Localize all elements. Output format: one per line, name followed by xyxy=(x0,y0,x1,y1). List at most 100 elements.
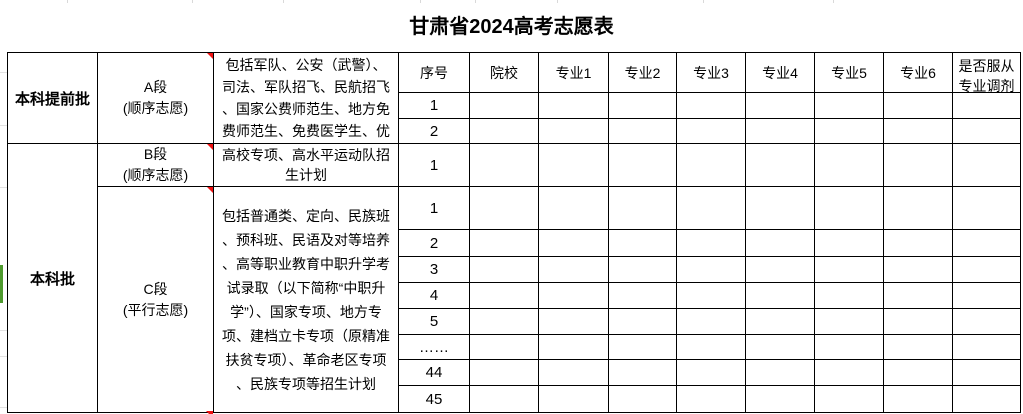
empty-cell[interactable] xyxy=(884,335,953,360)
empty-cell[interactable] xyxy=(539,119,609,144)
empty-cell[interactable] xyxy=(953,144,1021,187)
empty-cell[interactable] xyxy=(746,335,815,360)
seq-cell[interactable]: 5 xyxy=(399,309,470,335)
empty-cell[interactable] xyxy=(884,144,953,187)
empty-cell[interactable] xyxy=(953,93,1021,119)
seq-cell[interactable]: 3 xyxy=(399,257,470,283)
empty-cell[interactable] xyxy=(884,309,953,335)
empty-cell[interactable] xyxy=(815,335,884,360)
empty-cell[interactable] xyxy=(539,144,609,187)
empty-cell[interactable] xyxy=(470,335,539,360)
empty-cell[interactable] xyxy=(746,283,815,309)
empty-cell[interactable] xyxy=(609,257,677,283)
seq-cell[interactable]: 1 xyxy=(399,93,470,119)
batch-cell-undergrad[interactable]: 本科批 xyxy=(8,144,98,413)
empty-cell[interactable] xyxy=(470,257,539,283)
empty-cell[interactable] xyxy=(746,144,815,187)
empty-cell[interactable] xyxy=(609,335,677,360)
empty-cell[interactable] xyxy=(609,386,677,413)
seq-cell[interactable]: 45 xyxy=(399,386,470,413)
empty-cell[interactable] xyxy=(539,386,609,413)
empty-cell[interactable] xyxy=(677,93,746,119)
empty-cell[interactable] xyxy=(884,230,953,257)
empty-cell[interactable] xyxy=(953,360,1021,386)
empty-cell[interactable] xyxy=(539,309,609,335)
empty-cell[interactable] xyxy=(953,119,1021,144)
empty-cell[interactable] xyxy=(539,335,609,360)
empty-cell[interactable] xyxy=(953,257,1021,283)
seq-cell[interactable]: 44 xyxy=(399,360,470,386)
empty-cell[interactable] xyxy=(609,119,677,144)
empty-cell[interactable] xyxy=(884,360,953,386)
empty-cell[interactable] xyxy=(677,187,746,230)
empty-cell[interactable] xyxy=(746,93,815,119)
empty-cell[interactable] xyxy=(953,230,1021,257)
empty-cell[interactable] xyxy=(677,309,746,335)
empty-cell[interactable] xyxy=(609,144,677,187)
empty-cell[interactable] xyxy=(677,283,746,309)
empty-cell[interactable] xyxy=(677,360,746,386)
empty-cell[interactable] xyxy=(815,257,884,283)
empty-cell[interactable] xyxy=(884,187,953,230)
empty-cell[interactable] xyxy=(815,144,884,187)
empty-cell[interactable] xyxy=(470,187,539,230)
empty-cell[interactable] xyxy=(677,386,746,413)
empty-cell[interactable] xyxy=(815,283,884,309)
empty-cell[interactable] xyxy=(470,144,539,187)
empty-cell[interactable] xyxy=(884,119,953,144)
empty-cell[interactable] xyxy=(677,335,746,360)
empty-cell[interactable] xyxy=(884,93,953,119)
empty-cell[interactable] xyxy=(815,309,884,335)
empty-cell[interactable] xyxy=(677,119,746,144)
empty-cell[interactable] xyxy=(953,309,1021,335)
empty-cell[interactable] xyxy=(953,187,1021,230)
empty-cell[interactable] xyxy=(539,93,609,119)
empty-cell[interactable] xyxy=(470,360,539,386)
description-cell-b[interactable]: 高校专项、高水平运动队招 生计划 xyxy=(214,144,399,187)
description-cell-a[interactable]: 包括军队、公安（武警）、 司法、军队招飞、民航招飞 、国家公费师范生、地方免 费… xyxy=(214,53,399,144)
empty-cell[interactable] xyxy=(815,386,884,413)
empty-cell[interactable] xyxy=(746,119,815,144)
empty-cell[interactable] xyxy=(609,230,677,257)
empty-cell[interactable] xyxy=(677,144,746,187)
seq-cell[interactable]: 4 xyxy=(399,283,470,309)
empty-cell[interactable] xyxy=(953,335,1021,360)
empty-cell[interactable] xyxy=(884,257,953,283)
empty-cell[interactable] xyxy=(470,309,539,335)
empty-cell[interactable] xyxy=(746,230,815,257)
empty-cell[interactable] xyxy=(539,283,609,309)
seq-cell[interactable]: 2 xyxy=(399,119,470,144)
empty-cell[interactable] xyxy=(470,119,539,144)
empty-cell[interactable] xyxy=(470,230,539,257)
seq-cell[interactable]: 2 xyxy=(399,230,470,257)
empty-cell[interactable] xyxy=(746,360,815,386)
empty-cell[interactable] xyxy=(609,283,677,309)
empty-cell[interactable] xyxy=(609,360,677,386)
empty-cell[interactable] xyxy=(815,187,884,230)
empty-cell[interactable] xyxy=(470,386,539,413)
empty-cell[interactable] xyxy=(953,386,1021,413)
empty-cell[interactable] xyxy=(815,93,884,119)
empty-cell[interactable] xyxy=(470,93,539,119)
seq-cell[interactable]: 1 xyxy=(399,144,470,187)
empty-cell[interactable] xyxy=(953,283,1021,309)
segment-cell-b[interactable]: B段 (顺序志愿) xyxy=(98,144,214,187)
empty-cell[interactable] xyxy=(539,360,609,386)
empty-cell[interactable] xyxy=(815,119,884,144)
empty-cell[interactable] xyxy=(815,230,884,257)
empty-cell[interactable] xyxy=(470,283,539,309)
segment-cell-c[interactable]: C段 (平行志愿) xyxy=(98,187,214,413)
seq-cell[interactable]: …… xyxy=(399,335,470,360)
empty-cell[interactable] xyxy=(884,283,953,309)
segment-cell-a[interactable]: A段 (顺序志愿) xyxy=(98,53,214,144)
empty-cell[interactable] xyxy=(677,257,746,283)
empty-cell[interactable] xyxy=(815,360,884,386)
empty-cell[interactable] xyxy=(539,187,609,230)
seq-cell[interactable]: 1 xyxy=(399,187,470,230)
empty-cell[interactable] xyxy=(746,187,815,230)
empty-cell[interactable] xyxy=(609,93,677,119)
empty-cell[interactable] xyxy=(746,257,815,283)
batch-cell-early-undergrad[interactable]: 本科提前批 xyxy=(8,53,98,144)
description-cell-c[interactable]: 包括普通类、定向、民族班 、预科班、民语及对等培养 、高等职业教育中职升学考 试… xyxy=(214,187,399,413)
empty-cell[interactable] xyxy=(746,309,815,335)
